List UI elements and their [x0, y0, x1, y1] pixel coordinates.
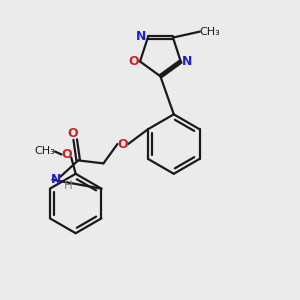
Text: O: O [128, 55, 139, 68]
Text: CH₃: CH₃ [34, 146, 55, 157]
Text: O: O [118, 138, 128, 151]
Text: O: O [61, 148, 72, 161]
Text: O: O [67, 127, 78, 140]
Text: N: N [51, 173, 61, 186]
Text: N: N [136, 30, 146, 43]
Text: CH₃: CH₃ [200, 27, 220, 37]
Text: N: N [182, 55, 193, 68]
Text: H: H [64, 179, 73, 192]
